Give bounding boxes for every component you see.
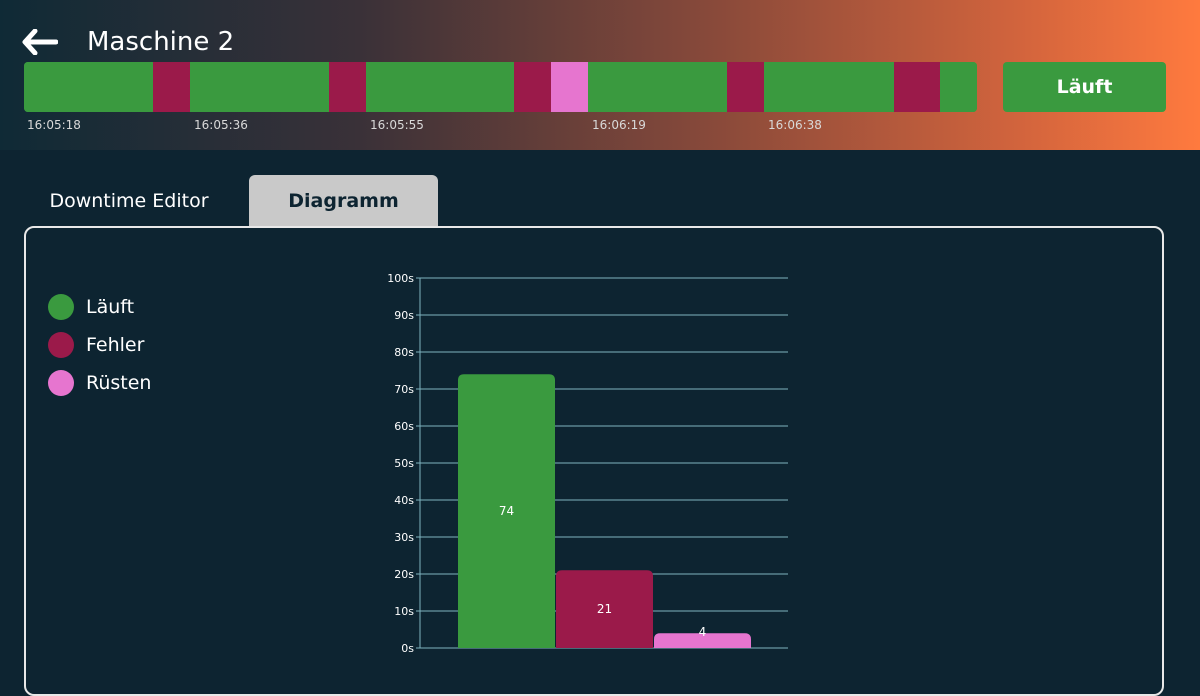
- legend-item-error: Fehler: [48, 326, 151, 364]
- y-tick-label: 90s: [394, 309, 414, 322]
- legend-label: Läuft: [86, 296, 135, 318]
- y-tick-label: 70s: [394, 383, 414, 396]
- timeline-tick: 16:06:19: [592, 118, 646, 132]
- timeline-segment[interactable]: [940, 62, 977, 112]
- timeline-tick: 16:05:18: [27, 118, 81, 132]
- duration-bar-chart: 0s 10s 20s 30s 40s 50s 60s 70s 80s 90s 100s 74 21 4: [387, 272, 788, 655]
- timeline-segment[interactable]: [894, 62, 940, 112]
- bar-setup[interactable]: [654, 633, 751, 648]
- page-title: Maschine 2: [87, 27, 235, 57]
- timeline-segment[interactable]: [329, 62, 366, 112]
- tab-downtime-editor[interactable]: Downtime Editor: [49, 189, 209, 212]
- timeline-segment[interactable]: [764, 62, 894, 112]
- y-tick-label: 10s: [394, 605, 414, 618]
- timeline-segment[interactable]: [24, 62, 153, 112]
- legend-item-running: Läuft: [48, 288, 151, 326]
- header-bar: Maschine 2 16:05:18 16:05:36 16:05:55 16…: [0, 0, 1200, 150]
- legend-label: Fehler: [86, 334, 145, 356]
- legend-item-setup: Rüsten: [48, 364, 151, 402]
- y-tick-label: 50s: [394, 457, 414, 470]
- legend-dot-running: [48, 294, 74, 320]
- legend-label: Rüsten: [86, 372, 152, 394]
- timeline-segment[interactable]: [366, 62, 514, 112]
- timeline-segment[interactable]: [153, 62, 190, 112]
- status-timeline[interactable]: [24, 62, 977, 112]
- chart-legend: Läuft Fehler Rüsten: [48, 288, 151, 402]
- y-tick-label: 40s: [394, 494, 414, 507]
- status-button[interactable]: Läuft: [1003, 62, 1166, 112]
- back-arrow-icon[interactable]: [22, 29, 58, 55]
- timeline-segment[interactable]: [551, 62, 588, 112]
- timeline-segment[interactable]: [588, 62, 727, 112]
- timeline-segment[interactable]: [727, 62, 764, 112]
- bar-error[interactable]: [556, 570, 653, 648]
- timeline-tick: 16:06:38: [768, 118, 822, 132]
- tab-diagramm[interactable]: Diagramm: [249, 175, 438, 226]
- legend-dot-error: [48, 332, 74, 358]
- y-tick-label: 80s: [394, 346, 414, 359]
- y-tick-label: 30s: [394, 531, 414, 544]
- bar-value-label: 21: [597, 602, 612, 616]
- y-tick-label: 100s: [387, 272, 414, 285]
- bar-running[interactable]: [458, 374, 555, 648]
- bar-value-label: 74: [499, 504, 514, 518]
- timeline-segment[interactable]: [514, 62, 551, 112]
- y-tick-label: 20s: [394, 568, 414, 581]
- timeline-tick: 16:05:36: [194, 118, 248, 132]
- bar-value-label: 4: [699, 625, 707, 639]
- timeline-tick: 16:05:55: [370, 118, 424, 132]
- y-tick-label: 0s: [401, 642, 414, 655]
- y-tick-label: 60s: [394, 420, 414, 433]
- timeline-segment[interactable]: [190, 62, 329, 112]
- legend-dot-setup: [48, 370, 74, 396]
